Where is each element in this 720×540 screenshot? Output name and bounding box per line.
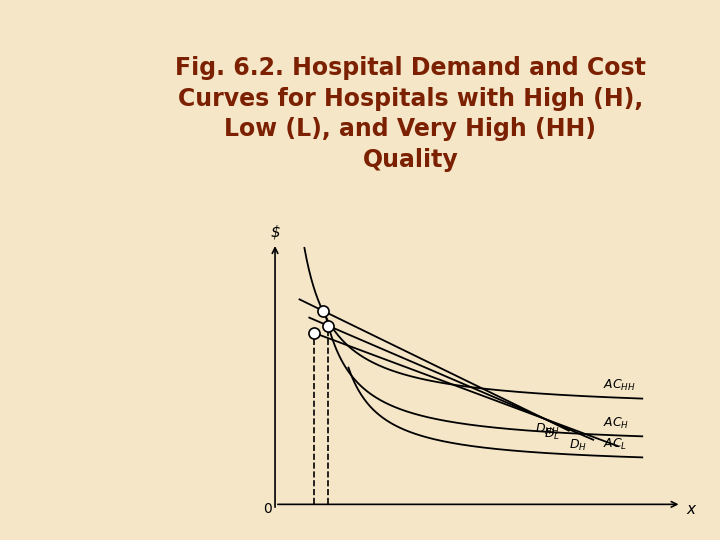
Text: $AC_{L}$: $AC_{L}$ <box>603 437 627 452</box>
Text: $: $ <box>270 224 280 239</box>
Text: Fig. 6.2. Hospital Demand and Cost
Curves for Hospitals with High (H),
Low (L), : Fig. 6.2. Hospital Demand and Cost Curve… <box>175 56 646 172</box>
Text: $D_{H}$: $D_{H}$ <box>569 437 587 453</box>
Text: $D_{L}$: $D_{L}$ <box>544 427 560 442</box>
Text: 0: 0 <box>264 502 272 516</box>
Text: x: x <box>686 503 696 517</box>
Text: $AC_{H}$: $AC_{H}$ <box>603 415 629 430</box>
Text: $AC_{HH}$: $AC_{HH}$ <box>603 377 636 393</box>
Text: $D_{HH}$: $D_{HH}$ <box>534 422 559 437</box>
